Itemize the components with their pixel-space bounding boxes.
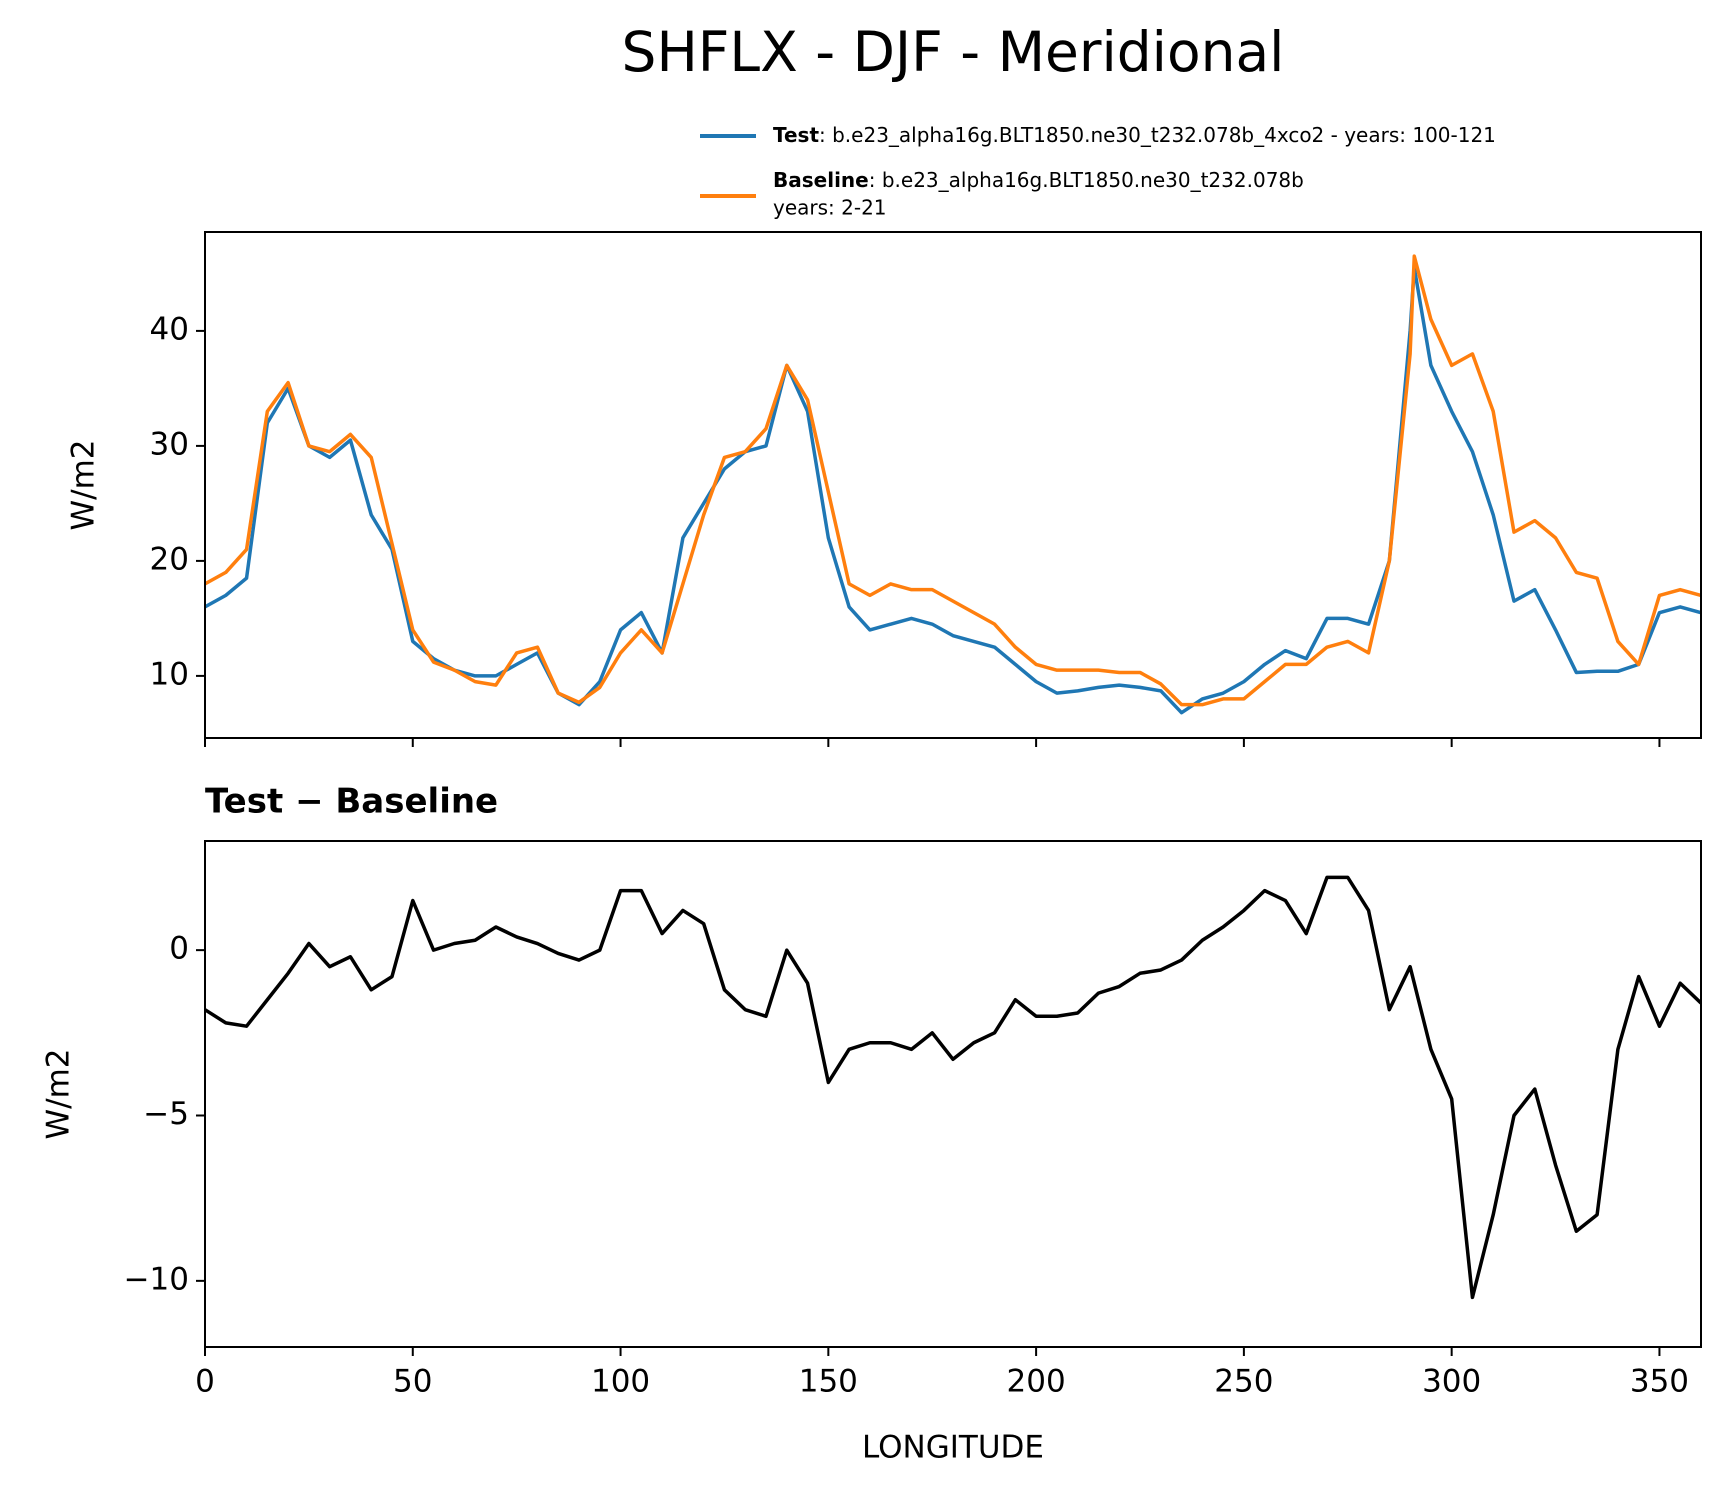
x-tick-label: 0 bbox=[195, 1364, 215, 1400]
axes-frame bbox=[204, 231, 1702, 739]
figure-title: SHFLX - DJF - Meridional bbox=[622, 20, 1285, 84]
subplot-title: Test − Baseline bbox=[205, 782, 498, 822]
legend-name: Test bbox=[773, 123, 819, 147]
x-tick-label: 150 bbox=[799, 1364, 858, 1400]
data-line bbox=[205, 254, 1701, 707]
axes-frame bbox=[204, 840, 1702, 1348]
x-tick-label: 350 bbox=[1630, 1364, 1689, 1400]
x-tick-label: 50 bbox=[393, 1364, 432, 1400]
y-tick-label: −10 bbox=[124, 1261, 189, 1297]
x-tick-label: 300 bbox=[1422, 1364, 1481, 1400]
legend-description: : b.e23_alpha16g.BLT1850.ne30_t232.078b_… bbox=[819, 123, 1496, 147]
legend-entry: Test: b.e23_alpha16g.BLT1850.ne30_t232.0… bbox=[773, 123, 1496, 147]
legend-name: Baseline bbox=[773, 168, 869, 192]
x-tick-label: 250 bbox=[1214, 1364, 1273, 1400]
y-tick-label: 10 bbox=[150, 656, 189, 692]
y-tick-label: 30 bbox=[150, 426, 189, 462]
y-axis-label: W/m2 bbox=[66, 439, 102, 530]
legend-entry: Baseline: b.e23_alpha16g.BLT1850.ne30_t2… bbox=[773, 168, 1304, 192]
y-axis-label: W/m2 bbox=[41, 1048, 77, 1139]
x-tick-label: 100 bbox=[591, 1364, 650, 1400]
y-tick-label: 20 bbox=[150, 541, 189, 577]
y-tick-label: 40 bbox=[150, 311, 189, 347]
legend-description: years: 2-21 bbox=[773, 196, 887, 220]
x-axis-label: LONGITUDE bbox=[862, 1430, 1044, 1466]
legend-description: : b.e23_alpha16g.BLT1850.ne30_t232.078b bbox=[869, 168, 1304, 192]
data-line bbox=[205, 875, 1701, 1300]
y-tick-label: 0 bbox=[169, 931, 189, 967]
x-tick-label: 200 bbox=[1007, 1364, 1066, 1400]
y-tick-label: −5 bbox=[143, 1096, 189, 1132]
